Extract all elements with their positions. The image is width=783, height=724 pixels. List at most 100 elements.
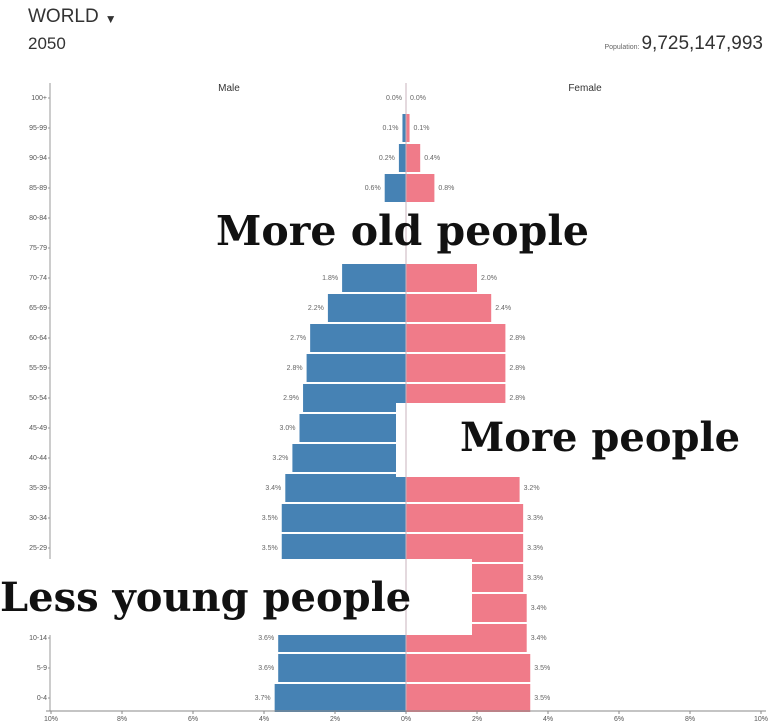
male-value-label: 3.5% [262, 545, 278, 552]
female-value-label: 3.5% [534, 695, 550, 702]
caret-down-icon: ▼ [104, 11, 117, 26]
x-tick-label: 4% [543, 716, 553, 723]
female-bar [406, 654, 531, 682]
male-value-label: 3.6% [258, 665, 274, 672]
annotation-less-young-people: Less young people [0, 574, 412, 621]
male-bar [402, 114, 406, 142]
age-tick-label: 40-44 [29, 455, 47, 462]
female-bar [406, 504, 524, 532]
male-value-label: 0.2% [379, 155, 395, 162]
x-tick-label: 2% [472, 716, 482, 723]
female-value-label: 0.1% [414, 125, 430, 132]
female-value-label: 3.4% [531, 605, 547, 612]
female-bar [406, 144, 421, 172]
age-tick-label: 30-34 [29, 515, 47, 522]
female-value-label: 3.2% [524, 485, 540, 492]
female-value-label: 3.4% [531, 635, 547, 642]
x-tick-label: 8% [685, 716, 695, 723]
age-tick-label: 25-29 [29, 545, 47, 552]
female-value-label: 3.3% [527, 545, 543, 552]
female-value-label: 3.3% [527, 575, 543, 582]
male-value-label: 3.4% [265, 485, 281, 492]
x-tick-label: 2% [330, 716, 340, 723]
male-value-label: 1.8% [322, 275, 338, 282]
male-bar [281, 504, 406, 532]
annotation-more-old-people: More old people [216, 207, 589, 255]
x-tick-label: 6% [188, 716, 198, 723]
age-tick-label: 100+ [31, 95, 47, 102]
population-value: 9,725,147,993 [641, 33, 763, 54]
female-bar [406, 114, 410, 142]
female-value-label: 3.3% [527, 515, 543, 522]
x-tick-label: 8% [117, 716, 127, 723]
age-tick-label: 70-74 [29, 275, 47, 282]
male-value-label: 2.8% [287, 365, 303, 372]
population-readout: Population: 9,725,147,993 [604, 33, 763, 55]
region-selector[interactable]: WORLD ▼ [28, 6, 117, 28]
mask-more-people [396, 403, 783, 477]
female-value-label: 0.8% [438, 185, 454, 192]
male-value-label: 3.2% [272, 455, 288, 462]
age-tick-label: 60-64 [29, 335, 47, 342]
male-value-label: 2.2% [308, 305, 324, 312]
male-bar [310, 324, 406, 352]
x-tick-label: 6% [614, 716, 624, 723]
x-tick-label: 10% [754, 716, 768, 723]
age-tick-label: 10-14 [29, 635, 47, 642]
age-tick-label: 50-54 [29, 395, 47, 402]
female-side-label: Female [568, 83, 602, 94]
female-value-label: 2.4% [495, 305, 511, 312]
female-value-label: 3.5% [534, 665, 550, 672]
age-tick-label: 55-59 [29, 365, 47, 372]
male-bar [292, 444, 406, 472]
female-value-label: 2.8% [509, 335, 525, 342]
female-value-label: 0.4% [424, 155, 440, 162]
male-value-label: 2.7% [290, 335, 306, 342]
female-value-label: 2.0% [481, 275, 497, 282]
female-bar [406, 534, 524, 562]
age-tick-label: 0-4 [37, 695, 47, 702]
male-bar [342, 264, 406, 292]
female-bar [406, 474, 520, 502]
male-bar [398, 144, 406, 172]
male-bar [299, 414, 406, 442]
male-value-label: 3.6% [258, 635, 274, 642]
age-tick-label: 80-84 [29, 215, 47, 222]
male-value-label: 3.7% [255, 695, 271, 702]
male-value-label: 0.0% [386, 95, 402, 102]
x-tick-label: 0% [401, 716, 411, 723]
male-value-label: 0.6% [365, 185, 381, 192]
female-value-label: 2.8% [509, 395, 525, 402]
male-bar [274, 684, 406, 712]
age-tick-label: 75-79 [29, 245, 47, 252]
annotation-more-people: More people [460, 414, 741, 461]
male-value-label: 2.9% [283, 395, 299, 402]
male-bar [285, 474, 406, 502]
female-bar [406, 174, 435, 202]
male-bar [384, 174, 406, 202]
female-bar [406, 294, 492, 322]
female-bar [406, 264, 477, 292]
male-bar [281, 534, 406, 562]
male-bar [303, 384, 406, 412]
female-value-label: 0.0% [410, 95, 426, 102]
age-tick-label: 85-89 [29, 185, 47, 192]
male-bar [327, 294, 406, 322]
age-tick-label: 35-39 [29, 485, 47, 492]
male-side-label: Male [218, 83, 240, 94]
year-label: 2050 [28, 34, 66, 53]
male-value-label: 3.5% [262, 515, 278, 522]
mask-less-young-people [0, 559, 472, 635]
male-bar [278, 654, 406, 682]
age-tick-label: 45-49 [29, 425, 47, 432]
male-value-label: 3.0% [280, 425, 296, 432]
female-bar [406, 354, 506, 382]
age-tick-label: 65-69 [29, 305, 47, 312]
region-label: WORLD [28, 6, 99, 27]
age-tick-label: 95-99 [29, 125, 47, 132]
age-tick-label: 90-94 [29, 155, 47, 162]
x-tick-label: 10% [44, 716, 58, 723]
age-tick-label: 5-9 [37, 665, 47, 672]
female-bar [406, 684, 531, 712]
